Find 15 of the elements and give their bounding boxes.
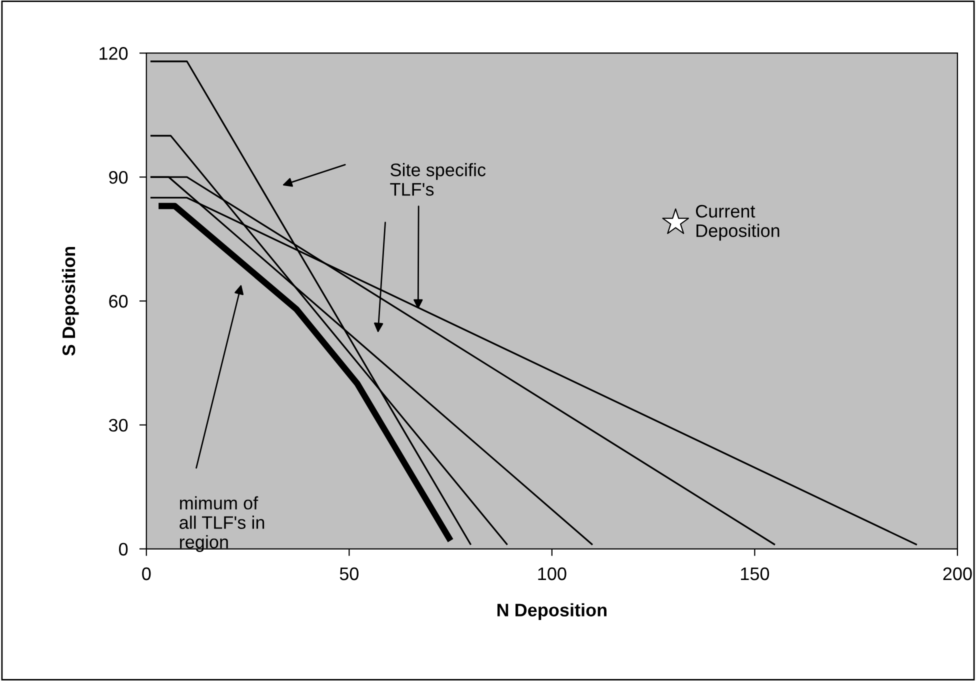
y-tick-label: 30 [108, 418, 128, 432]
y-tick-label: 120 [100, 47, 128, 60]
y-tick-label: 0 [119, 542, 128, 556]
x-tick-label: 200 [943, 567, 972, 580]
x-tick-label: 50 [340, 567, 358, 580]
x-tick-label: 100 [538, 567, 566, 580]
series-label: Current Deposition [696, 204, 780, 241]
x-tick-label: 150 [741, 567, 770, 580]
y-tick-label: 60 [109, 294, 128, 308]
y-tick-label: 90 [109, 170, 128, 184]
y-axis-title: S Deposition [62, 246, 79, 356]
annotation: mimum of all TLF's in region [180, 496, 264, 552]
annotation: Site specific TLF's [390, 163, 486, 196]
x-tick-label: 0 [142, 567, 151, 580]
x-axis-title: N Deposition [497, 603, 606, 620]
